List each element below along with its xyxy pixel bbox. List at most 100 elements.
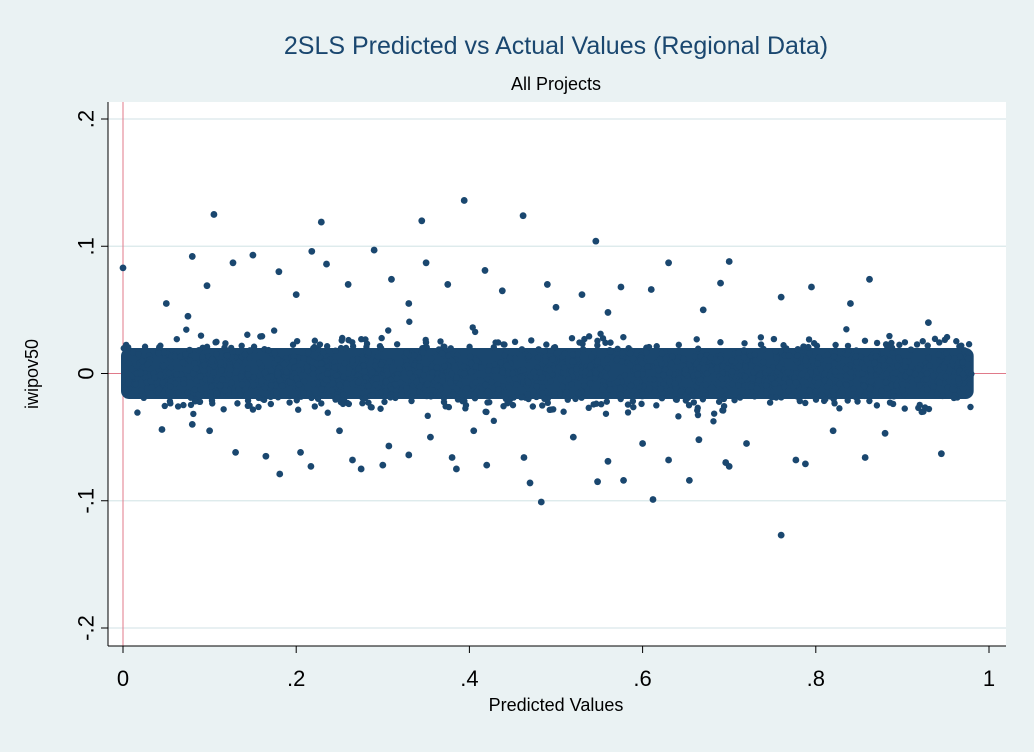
scatter-point bbox=[639, 370, 646, 378]
scatter-point bbox=[398, 391, 406, 399]
scatter-point bbox=[731, 396, 738, 404]
scatter-point bbox=[505, 376, 513, 383]
scatter-point bbox=[602, 373, 610, 380]
dense-point-band bbox=[120, 318, 975, 425]
scatter-point bbox=[607, 339, 614, 346]
scatter-point bbox=[844, 342, 852, 350]
scatter-point bbox=[677, 388, 685, 395]
scatter-point bbox=[956, 343, 963, 350]
scatter-point bbox=[484, 367, 492, 374]
scatter-point bbox=[482, 408, 489, 415]
scatter-point bbox=[658, 350, 666, 357]
scatter-point bbox=[913, 341, 921, 348]
scatter-point bbox=[646, 375, 654, 383]
scatter-point bbox=[280, 360, 288, 368]
scatter-point bbox=[433, 375, 441, 383]
scatter-point bbox=[749, 375, 756, 382]
scatter-point bbox=[471, 328, 479, 336]
scatter-point bbox=[472, 363, 479, 370]
scatter-point bbox=[119, 264, 127, 272]
scatter-point bbox=[620, 476, 627, 484]
scatter-point bbox=[762, 390, 770, 398]
scatter-point bbox=[594, 478, 601, 486]
scatter-point bbox=[371, 362, 379, 370]
scatter-point bbox=[217, 359, 224, 366]
scatter-point bbox=[813, 342, 821, 350]
scatter-point bbox=[188, 253, 196, 260]
scatter-point bbox=[815, 379, 822, 386]
scatter-point bbox=[190, 370, 197, 377]
scatter-point bbox=[866, 366, 874, 373]
scatter-point bbox=[613, 356, 621, 363]
scatter-point bbox=[275, 268, 283, 276]
scatter-point bbox=[368, 369, 376, 376]
scatter-point bbox=[720, 395, 728, 403]
scatter-point bbox=[924, 342, 931, 349]
scatter-point bbox=[310, 380, 317, 388]
scatter-point bbox=[842, 372, 850, 380]
scatter-point bbox=[965, 389, 972, 396]
scatter-point bbox=[439, 350, 446, 357]
scatter-point bbox=[229, 259, 237, 267]
scatter-point bbox=[546, 406, 553, 414]
scatter-point bbox=[617, 395, 624, 403]
scatter-point bbox=[931, 335, 939, 343]
scatter-point bbox=[588, 353, 595, 361]
scatter-point bbox=[594, 358, 601, 365]
scatter-point bbox=[719, 407, 726, 414]
scatter-point bbox=[463, 385, 471, 392]
scatter-point bbox=[639, 391, 646, 398]
scatter-point bbox=[473, 357, 480, 365]
scatter-point bbox=[792, 456, 800, 464]
scatter-point bbox=[655, 366, 662, 374]
scatter-point bbox=[334, 394, 341, 401]
scatter-point bbox=[424, 412, 431, 420]
scatter-point bbox=[520, 366, 527, 374]
scatter-point bbox=[915, 404, 922, 412]
scatter-point bbox=[881, 429, 889, 437]
scatter-point bbox=[323, 343, 331, 350]
scatter-point bbox=[785, 352, 793, 359]
y-tick-label: -.1 bbox=[74, 488, 99, 514]
scatter-point bbox=[579, 340, 586, 348]
scatter-point bbox=[293, 397, 300, 404]
scatter-point bbox=[949, 385, 956, 393]
scatter-point bbox=[736, 394, 744, 401]
scatter-point bbox=[675, 341, 682, 349]
scatter-point bbox=[675, 413, 682, 420]
scatter-point bbox=[207, 376, 214, 383]
scatter-point bbox=[349, 356, 357, 364]
scatter-point bbox=[901, 363, 909, 370]
scatter-point bbox=[861, 364, 868, 372]
scatter-point bbox=[624, 401, 632, 408]
scatter-point bbox=[257, 333, 264, 340]
scatter-point bbox=[552, 303, 560, 311]
scatter-point bbox=[666, 377, 673, 385]
scatter-point bbox=[488, 378, 495, 386]
scatter-point bbox=[802, 357, 809, 364]
scatter-point bbox=[610, 390, 617, 398]
scatter-point bbox=[882, 378, 890, 386]
scatter-point bbox=[777, 347, 784, 355]
scatter-point bbox=[923, 376, 930, 383]
scatter-point bbox=[614, 345, 621, 353]
scatter-point bbox=[766, 399, 774, 406]
scatter-point bbox=[907, 346, 915, 353]
scatter-point bbox=[585, 333, 593, 340]
scatter-point bbox=[323, 260, 330, 268]
scatter-point bbox=[295, 381, 303, 388]
scatter-point bbox=[924, 319, 932, 326]
scatter-point bbox=[604, 457, 612, 465]
scatter-point bbox=[317, 360, 325, 367]
scatter-point bbox=[525, 352, 533, 360]
scatter-point bbox=[355, 365, 362, 372]
scatter-point bbox=[460, 197, 468, 204]
scatter-point bbox=[751, 393, 758, 400]
scatter-point bbox=[965, 341, 973, 348]
scatter-point bbox=[433, 382, 441, 390]
scatter-point bbox=[310, 344, 317, 352]
scatter-point bbox=[500, 402, 507, 410]
scatter-point bbox=[250, 374, 257, 381]
scatter-point bbox=[825, 362, 832, 370]
scatter-point bbox=[700, 365, 707, 372]
